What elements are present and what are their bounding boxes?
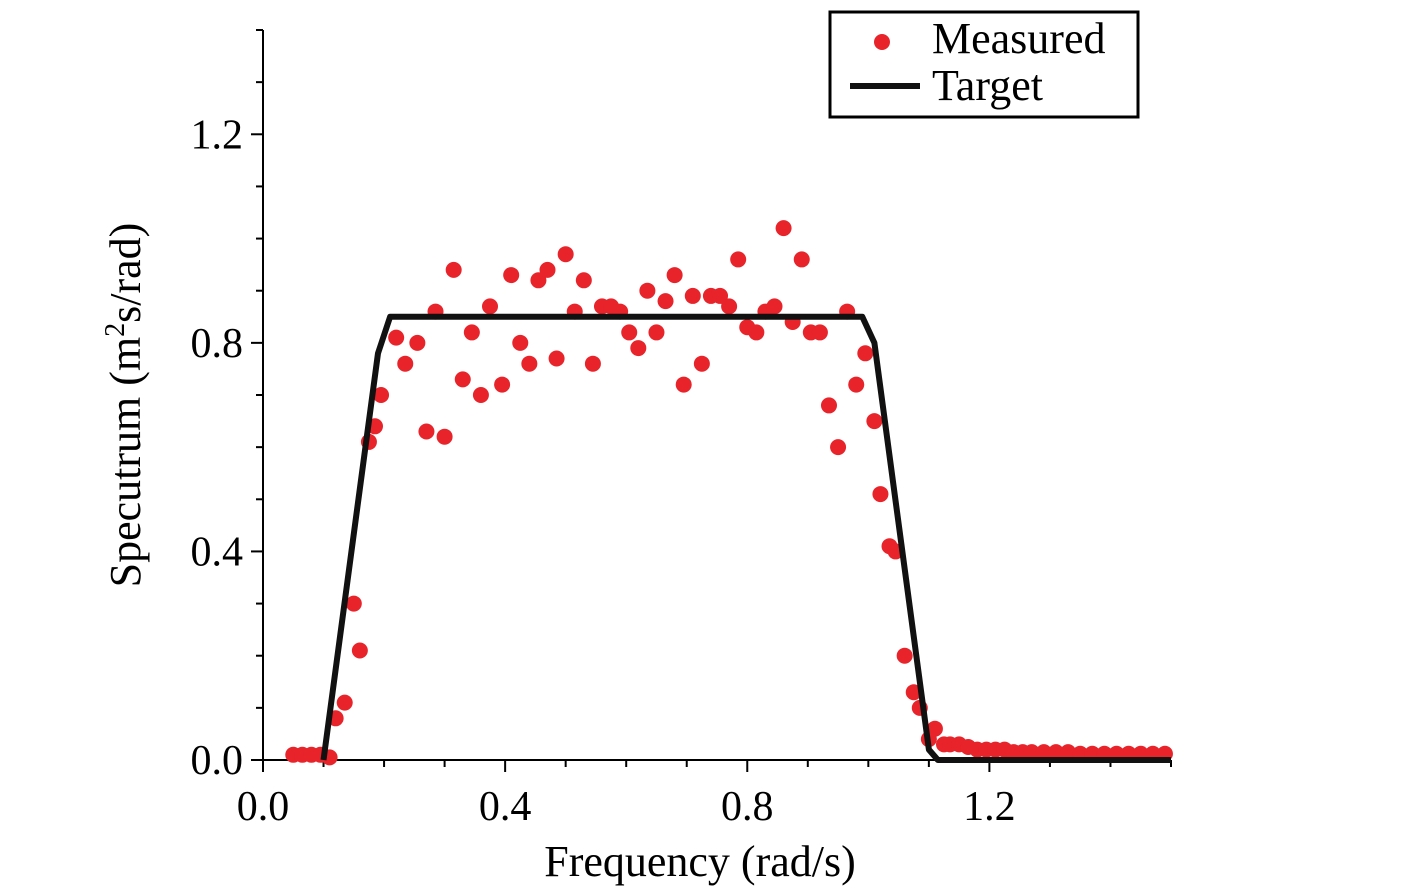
y-tick-label: 0.4 (191, 529, 244, 575)
measured-point (503, 267, 520, 284)
measured-point (693, 355, 710, 372)
measured-point (793, 251, 810, 268)
measured-point (454, 371, 471, 388)
measured-point (1035, 744, 1052, 761)
legend-label-measured: Measured (932, 14, 1106, 63)
legend-marker-measured (874, 34, 890, 50)
measured-point (721, 298, 738, 315)
y-axis-label-tail: s/rad) (101, 223, 150, 323)
measured-point (409, 334, 426, 351)
measured-point (648, 324, 665, 341)
measured-point (388, 329, 405, 346)
x-tick-label: 0.4 (479, 784, 532, 830)
measured-point (830, 439, 847, 456)
y-tick-label: 0.8 (191, 321, 244, 367)
measured-point (1060, 744, 1077, 761)
y-axis: 0.0 0.4 0.8 1.2 (191, 29, 264, 784)
measured-point (336, 694, 353, 711)
measured-point (494, 376, 511, 393)
measured-point (775, 220, 792, 237)
measured-point (820, 397, 837, 414)
measured-point (811, 324, 828, 341)
y-axis-label-main: Specutrum (m (101, 337, 150, 588)
measured-point (463, 324, 480, 341)
measured-point (1023, 744, 1040, 761)
legend: Measured Target (828, 10, 1140, 119)
measured-point (621, 324, 638, 341)
measured-point (630, 340, 647, 357)
y-tick-label: 1.2 (191, 112, 244, 158)
measured-point (666, 267, 683, 284)
legend-frame (828, 10, 1140, 119)
target-line (320, 313, 1171, 763)
measured-point (418, 423, 435, 440)
measured-point (539, 261, 556, 278)
x-tick-label: 1.2 (963, 784, 1016, 830)
measured-point (397, 355, 414, 372)
x-axis: 0.0 0.4 0.8 1.2 (237, 759, 1172, 830)
measured-point (512, 334, 529, 351)
plot-area (285, 220, 1173, 766)
measured-point (684, 287, 701, 304)
x-axis-label: Frequency (rad/s) (544, 837, 856, 886)
measured-point (445, 261, 462, 278)
measured-point (712, 287, 729, 304)
measured-point (866, 413, 883, 430)
measured-point (548, 350, 565, 367)
measured-point (345, 595, 362, 612)
measured-point (575, 272, 592, 289)
measured-point (896, 647, 913, 664)
measured-point (730, 251, 747, 268)
measured-point (584, 355, 601, 372)
measured-point (657, 293, 674, 310)
measured-point (926, 720, 943, 737)
measured-point (482, 298, 498, 315)
y-tick-label: 0.0 (191, 738, 244, 784)
measured-point (521, 355, 538, 372)
measured-point (748, 324, 765, 341)
measured-point (557, 246, 574, 263)
measured-point (848, 376, 865, 393)
x-tick-label: 0.8 (721, 784, 774, 830)
y-axis-label-superscript: 2 (100, 323, 131, 337)
measured-point (436, 428, 453, 445)
x-tick-label: 0.0 (237, 784, 290, 830)
measured-point (530, 272, 547, 289)
measured-point (857, 345, 874, 362)
measured-point (1047, 744, 1064, 761)
measured-point (675, 376, 692, 393)
measured-point (373, 387, 390, 403)
y-axis-label: Specutrum (m2s/rad) (100, 223, 150, 588)
measured-point (766, 298, 783, 315)
measured-point (472, 387, 489, 403)
legend-label-target: Target (932, 61, 1043, 110)
measured-point (351, 642, 368, 659)
measured-point (872, 486, 889, 503)
measured-point (639, 282, 656, 299)
